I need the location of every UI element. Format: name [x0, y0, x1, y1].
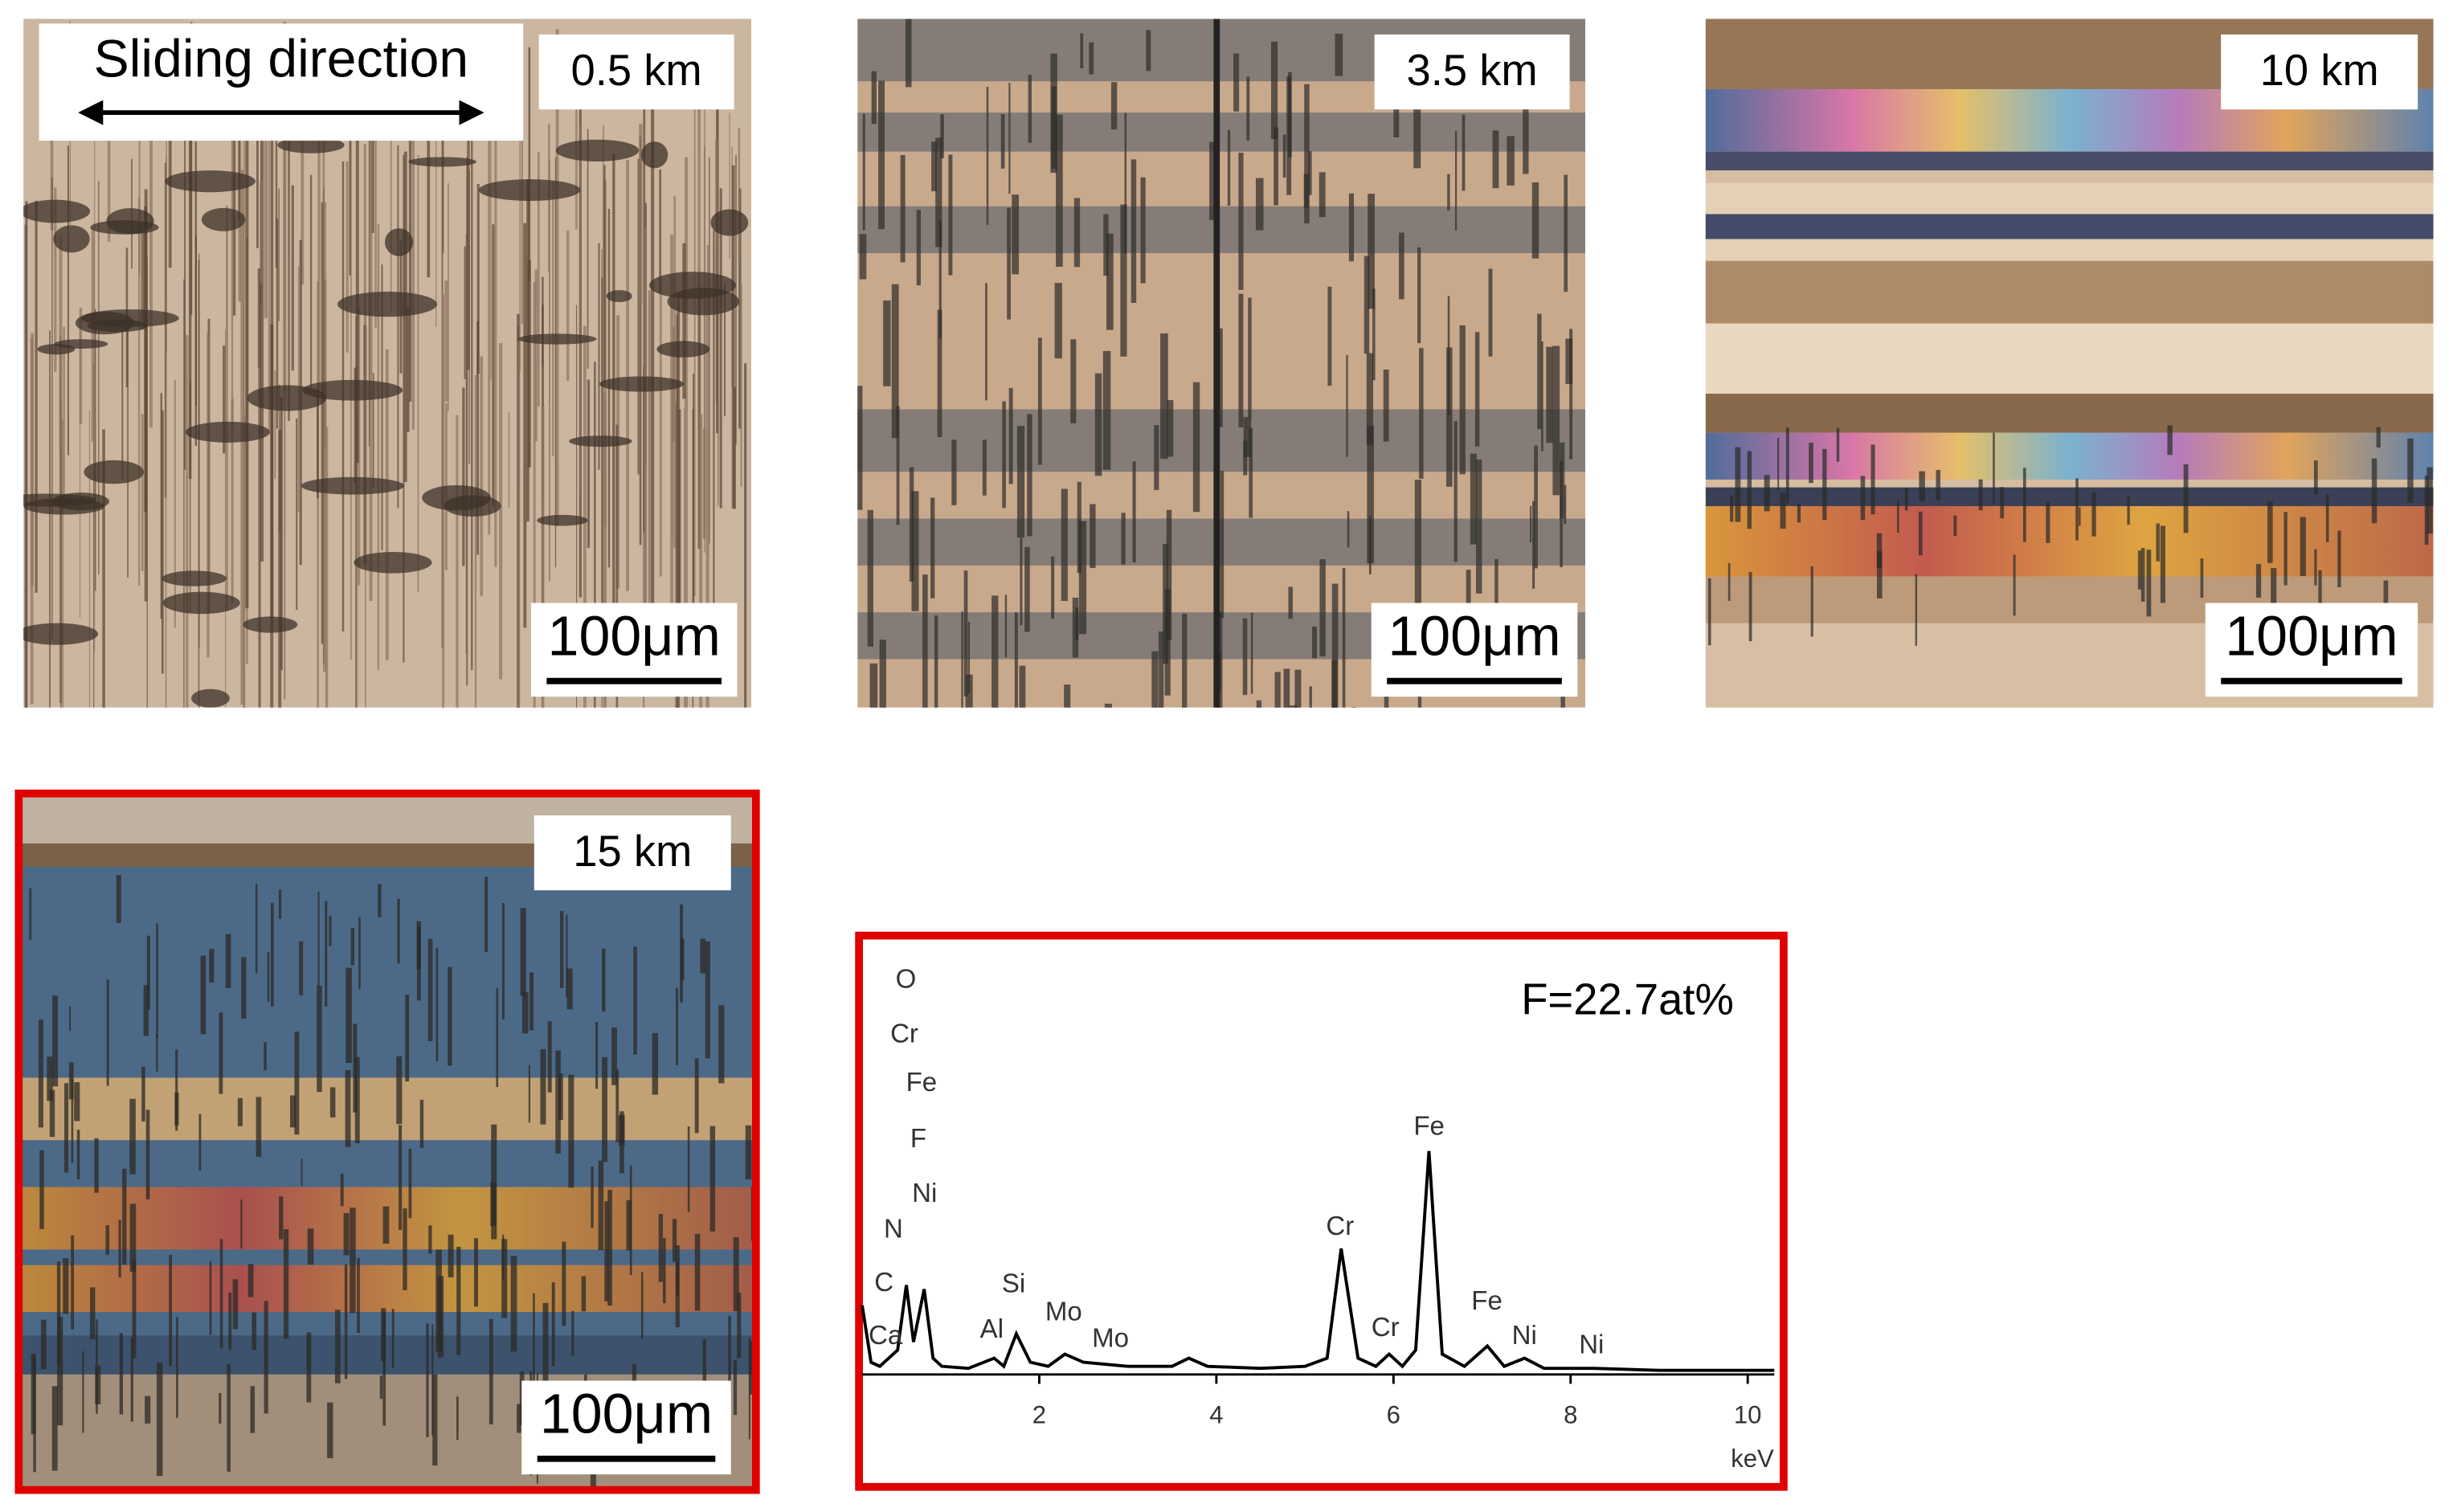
distance-label: 10 km [2260, 46, 2379, 95]
peak-label: Fe [1471, 1286, 1503, 1316]
peak-label: Cr [890, 1020, 918, 1049]
texture [1705, 214, 2434, 239]
texture [247, 385, 327, 411]
label-box [2221, 34, 2418, 110]
texture [23, 493, 96, 507]
texture [1705, 505, 2434, 577]
texture [444, 495, 501, 517]
texture [1705, 487, 2434, 506]
peak-label: Ca [869, 1321, 903, 1351]
texture [537, 514, 588, 526]
peak-label: Cr [1326, 1212, 1354, 1241]
peak-label: Ni [1579, 1330, 1604, 1360]
texture [22, 1335, 753, 1375]
label-box [1374, 34, 1570, 110]
texture [648, 272, 736, 299]
sliding-direction: Sliding direction [94, 29, 468, 88]
texture [1705, 323, 2434, 394]
texture [337, 292, 438, 317]
texture [162, 591, 240, 615]
peak-label: Ni [1512, 1321, 1537, 1351]
x-tick-label: 4 [1209, 1400, 1223, 1428]
x-tick-label: 10 [1734, 1400, 1762, 1428]
texture [656, 341, 710, 358]
peak-label: N [884, 1215, 903, 1244]
texture [301, 476, 405, 495]
texture [569, 435, 632, 447]
texture [1705, 260, 2434, 324]
texture [243, 616, 298, 633]
composition-annotation: F=22.7at% [1521, 975, 1734, 1024]
peak-label: Fe [906, 1068, 938, 1097]
texture [478, 179, 581, 201]
texture [517, 333, 597, 345]
peak-label: Cr [1372, 1313, 1400, 1342]
texture [23, 199, 91, 223]
scale-bar-label: 100μm [548, 605, 721, 668]
micrograph [857, 18, 1586, 708]
texture [710, 209, 749, 236]
peak-label: Si [1002, 1269, 1025, 1299]
texture [1705, 394, 2434, 433]
x-tick-label: 6 [1387, 1400, 1400, 1428]
texture [384, 228, 414, 256]
spectrum-frame [855, 931, 1788, 1491]
distance-label: 0.5 km [570, 46, 701, 95]
peak-label: Al [980, 1314, 1004, 1344]
texture [87, 319, 149, 333]
texture [354, 551, 432, 574]
texture [599, 376, 685, 392]
texture [555, 139, 640, 161]
texture [301, 379, 403, 401]
scale-bar-label: 100μm [540, 1383, 713, 1445]
texture [53, 225, 90, 253]
texture [84, 460, 145, 484]
peak-label: Mo [1045, 1297, 1082, 1327]
spectrum-line [861, 1150, 1775, 1372]
distance-label: 15 km [573, 827, 692, 876]
micrograph [1705, 18, 2434, 708]
direction-label: Sliding direction [39, 23, 524, 141]
scale-bar-label: 100μm [1388, 605, 1560, 668]
highlight-frame [14, 789, 760, 1494]
peak-label: Ni [912, 1179, 937, 1208]
texture [106, 208, 154, 235]
micrograph [22, 796, 753, 1487]
peak-label: Mo [1092, 1324, 1129, 1354]
scale-bar-label: 100μm [2225, 605, 2398, 668]
texture [23, 623, 99, 645]
peak-label: C [874, 1268, 893, 1297]
texture [165, 170, 256, 193]
texture [1705, 151, 2434, 171]
texture [408, 157, 477, 167]
distance-label: 3.5 km [1406, 46, 1537, 95]
texture [640, 141, 668, 169]
eds-spectrum: F=22.7at% keV 2 4 6 8 10 O Cr Fe F Ni NC Ca Al Si Mo Mo… [855, 931, 1788, 1491]
label-box [534, 815, 731, 891]
peak-label: Fe [1413, 1111, 1445, 1141]
texture [277, 137, 345, 153]
peak-label: O [896, 965, 917, 995]
texture [185, 421, 270, 443]
label-box [39, 23, 524, 141]
texture [161, 570, 227, 586]
texture [191, 689, 230, 708]
label-box [538, 34, 734, 110]
peak-label: F [910, 1124, 926, 1154]
texture [1705, 432, 2434, 480]
texture [606, 290, 632, 303]
texture [37, 344, 76, 355]
x-axis-label: keV [1731, 1445, 1774, 1473]
texture [201, 207, 246, 231]
x-tick-label: 8 [1564, 1400, 1577, 1428]
x-tick-label: 2 [1032, 1400, 1046, 1428]
texture [857, 206, 1586, 254]
texture [857, 112, 1586, 152]
